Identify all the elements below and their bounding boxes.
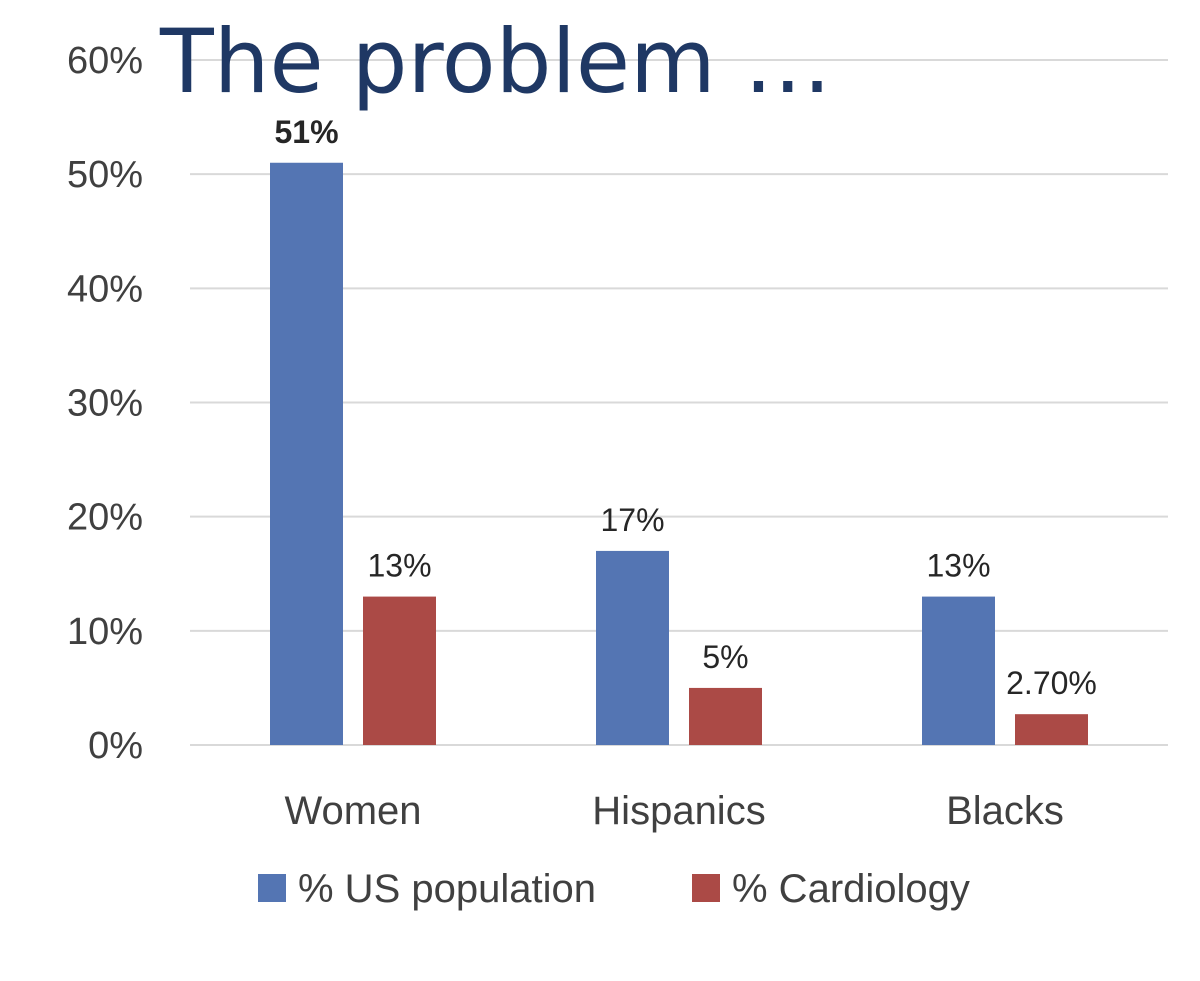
legend-label-series-2: % Cardiology xyxy=(732,867,970,911)
bar-women-series-1 xyxy=(270,162,343,745)
y-tick-label: 0% xyxy=(88,725,143,767)
category-label: Women xyxy=(284,789,421,833)
y-tick-label: 20% xyxy=(67,497,143,539)
data-labels: 51% 13% 17% 5% 13% 2.70% xyxy=(274,114,1096,701)
data-label: 2.70% xyxy=(1006,665,1097,701)
legend-swatch-series-1 xyxy=(258,874,286,902)
data-label: 13% xyxy=(367,548,431,584)
y-tick-label: 10% xyxy=(67,611,143,653)
category-label: Hispanics xyxy=(592,789,765,833)
bar-hispanics-series-1 xyxy=(596,550,669,745)
slide-title: The problem … xyxy=(159,10,832,113)
data-label: 13% xyxy=(926,548,990,584)
bar-women-series-2 xyxy=(363,596,436,745)
data-label: 51% xyxy=(274,114,338,150)
legend-label-series-1: % US population xyxy=(298,867,596,911)
gridlines xyxy=(190,59,1168,746)
y-tick-label: 50% xyxy=(67,154,143,196)
y-tick-label: 60% xyxy=(67,40,143,82)
data-label: 5% xyxy=(702,639,748,675)
legend-swatch-series-2 xyxy=(692,874,720,902)
y-axis-tick-labels: 0% 10% 20% 30% 40% 50% 60% xyxy=(67,40,143,767)
bar-blacks-series-2 xyxy=(1015,714,1088,745)
data-label: 17% xyxy=(600,502,664,538)
bars xyxy=(270,162,1088,745)
bar-hispanics-series-2 xyxy=(689,687,762,745)
y-tick-label: 30% xyxy=(67,383,143,425)
bar-blacks-series-1 xyxy=(922,596,995,745)
category-label: Blacks xyxy=(946,789,1064,833)
y-tick-label: 40% xyxy=(67,268,143,310)
category-labels: Women Hispanics Blacks xyxy=(284,789,1063,833)
legend: % US population % Cardiology xyxy=(258,867,970,911)
